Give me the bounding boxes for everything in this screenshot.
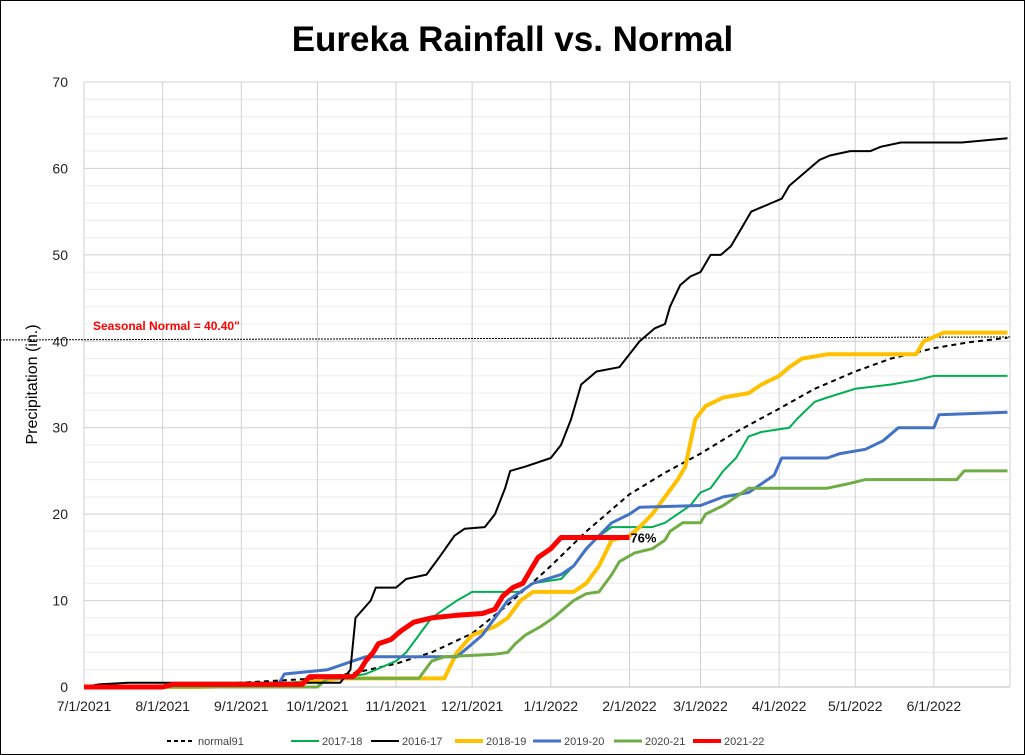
series-line-2016-17 (83, 137, 1008, 688)
y-tick-label: 10 (52, 593, 68, 609)
legend-label-2020-21: 2020-21 (645, 736, 685, 748)
y-tick-label: 30 (52, 420, 68, 436)
seasonal-normal-label: Seasonal Normal = 40.40" (93, 319, 240, 333)
x-tick-label: 8/1/2021 (135, 698, 190, 714)
legend-label-2021-22: 2021-22 (724, 736, 764, 748)
series-line-2017-18 (84, 374, 1008, 688)
x-tick-label: 9/1/2021 (214, 698, 269, 714)
percent-of-normal-label: 76% (630, 530, 656, 545)
seasonal-normal-line (0, 336, 1011, 341)
series-line-2020-21 (84, 469, 1008, 689)
y-tick-label: 50 (52, 247, 68, 263)
series-line-normal91 (83, 336, 1008, 688)
legend-label-normal91: normal91 (198, 736, 244, 748)
legend-label-2017-18: 2017-18 (322, 736, 362, 748)
y-tick-label: 60 (52, 160, 68, 176)
y-axis-label: Precipitation (in.) (24, 324, 41, 444)
x-tick-label: 11/1/2021 (365, 698, 426, 714)
y-tick-label: 40 (52, 333, 68, 349)
y-tick-label: 20 (52, 506, 68, 522)
legend-label-2018-19: 2018-19 (486, 736, 526, 748)
x-tick-label: 6/1/2022 (907, 698, 962, 714)
chart-title: Eureka Rainfall vs. Normal (291, 20, 734, 59)
y-tick-label: 70 (52, 74, 68, 90)
legend-label-2016-17: 2016-17 (402, 736, 442, 748)
series-line-2019-20 (84, 410, 1008, 689)
series-line-2018-19 (84, 330, 1008, 689)
x-tick-label: 10/1/2021 (286, 698, 348, 714)
x-tick-label: 5/1/2022 (828, 698, 883, 714)
x-tick-label: 4/1/2022 (752, 698, 807, 714)
x-tick-label: 1/1/2022 (524, 698, 579, 714)
x-tick-label: 7/1/2021 (57, 698, 112, 714)
series-line-2021-22 (84, 535, 630, 690)
legend-label-2019-20: 2019-20 (564, 736, 604, 748)
x-tick-label: 2/1/2022 (602, 698, 657, 714)
y-tick-label: 0 (60, 679, 68, 695)
x-tick-label: 12/1/2021 (441, 698, 503, 714)
x-tick-label: 3/1/2022 (673, 698, 728, 714)
